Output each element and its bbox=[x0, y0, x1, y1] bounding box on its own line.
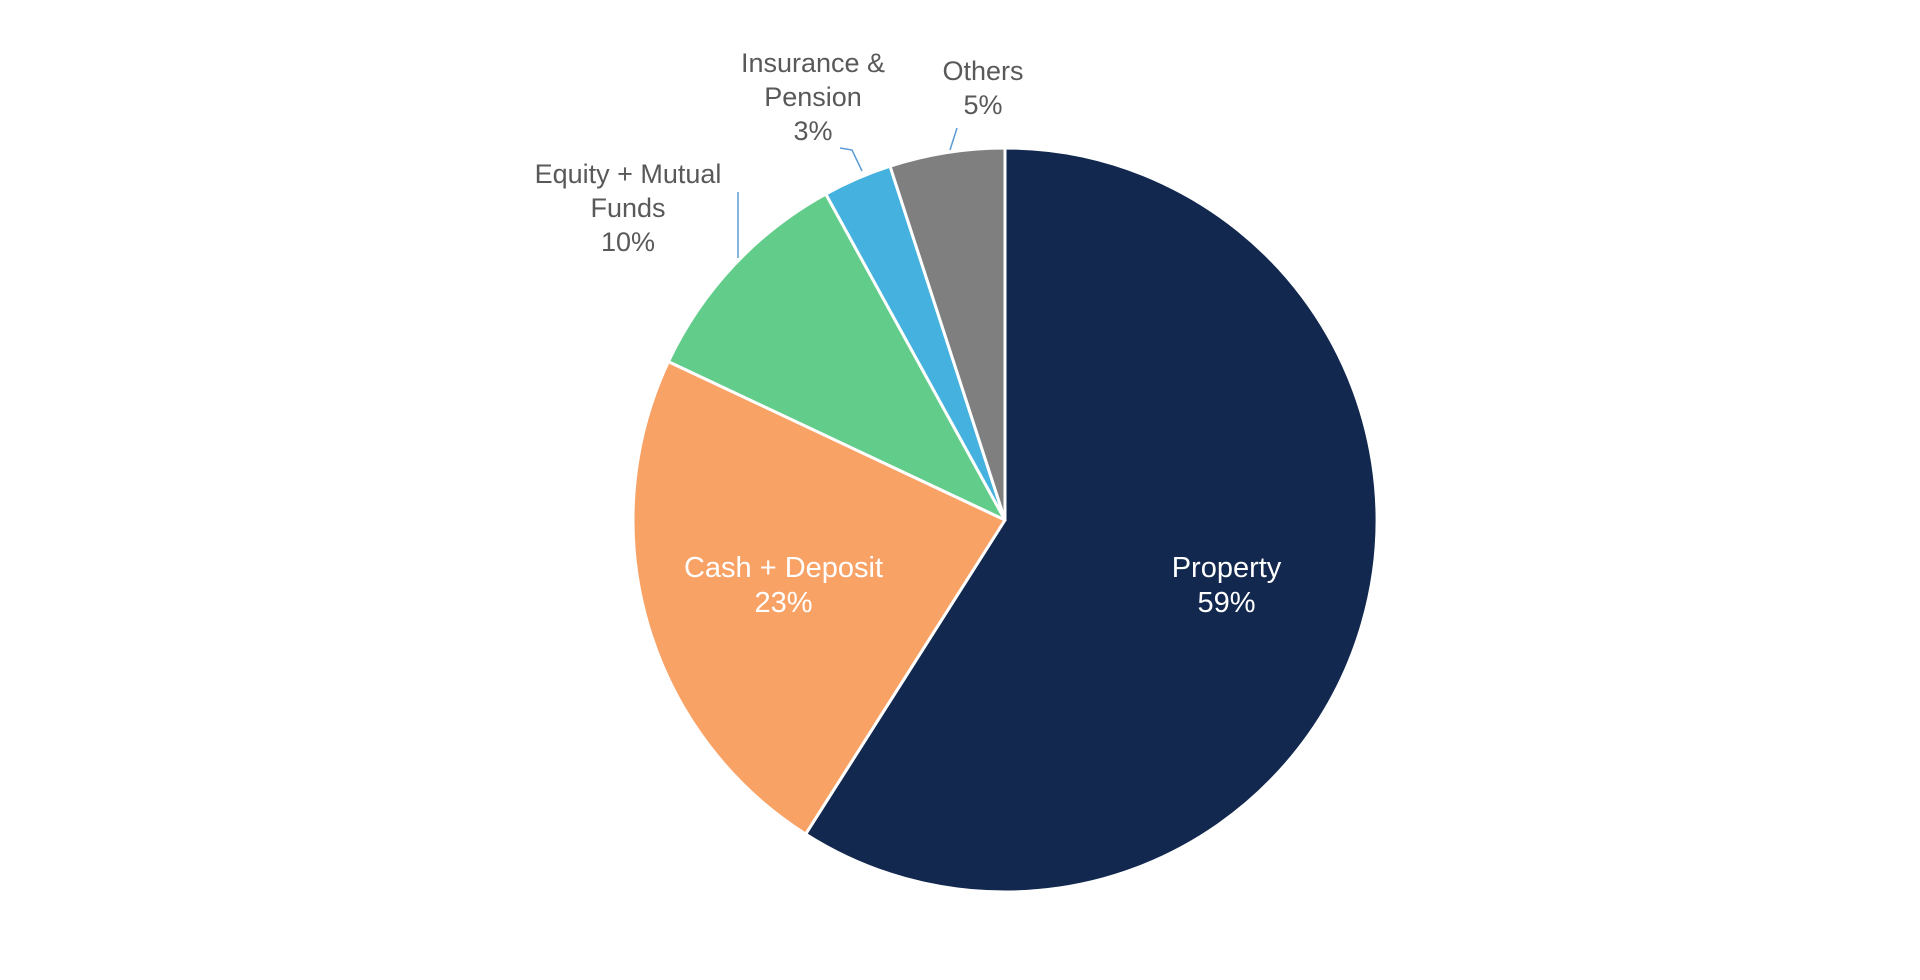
pie-slice-others bbox=[888, 146, 1007, 522]
slice-percent-cash-deposit: 23% bbox=[754, 587, 812, 619]
labels-layer: Property 59% Cash + Deposit 23% Equity + Mut… bbox=[535, 48, 1282, 619]
slice-name-equity-mutual-funds: Equity + Mutual bbox=[535, 159, 722, 189]
slice-name-insurance-pension: Insurance & bbox=[741, 48, 885, 78]
leader-line-insurance-pension bbox=[839, 147, 863, 172]
slice-name-insurance-pension: Pension bbox=[764, 82, 862, 112]
leader-lines-layer bbox=[737, 127, 958, 258]
slice-name-property: Property bbox=[1172, 552, 1282, 584]
slice-label-others: Others 5% bbox=[942, 56, 1023, 120]
slice-percent-property: 59% bbox=[1197, 587, 1255, 619]
slice-name-others: Others bbox=[942, 56, 1023, 86]
slice-label-insurance-pension: Insurance & Pension 3% bbox=[741, 48, 885, 146]
slice-name-equity-mutual-funds: Funds bbox=[590, 193, 665, 223]
slice-percent-others: 5% bbox=[963, 90, 1002, 120]
slice-name-cash-deposit: Cash + Deposit bbox=[684, 552, 883, 584]
pie-slice-cash-deposit bbox=[631, 360, 1007, 836]
slice-label-equity-mutual-funds: Equity + Mutual Funds 10% bbox=[535, 159, 722, 257]
leader-line-others bbox=[949, 127, 958, 151]
slices-layer bbox=[631, 146, 1379, 894]
slice-percent-insurance-pension: 3% bbox=[793, 116, 832, 146]
slice-label-property: Property 59% bbox=[1172, 552, 1282, 619]
slice-percent-equity-mutual-funds: 10% bbox=[601, 227, 655, 257]
slice-label-cash-deposit: Cash + Deposit 23% bbox=[684, 552, 883, 619]
pie-slice-property bbox=[804, 146, 1379, 894]
pie-slice-equity-mutual-funds bbox=[666, 192, 1007, 522]
